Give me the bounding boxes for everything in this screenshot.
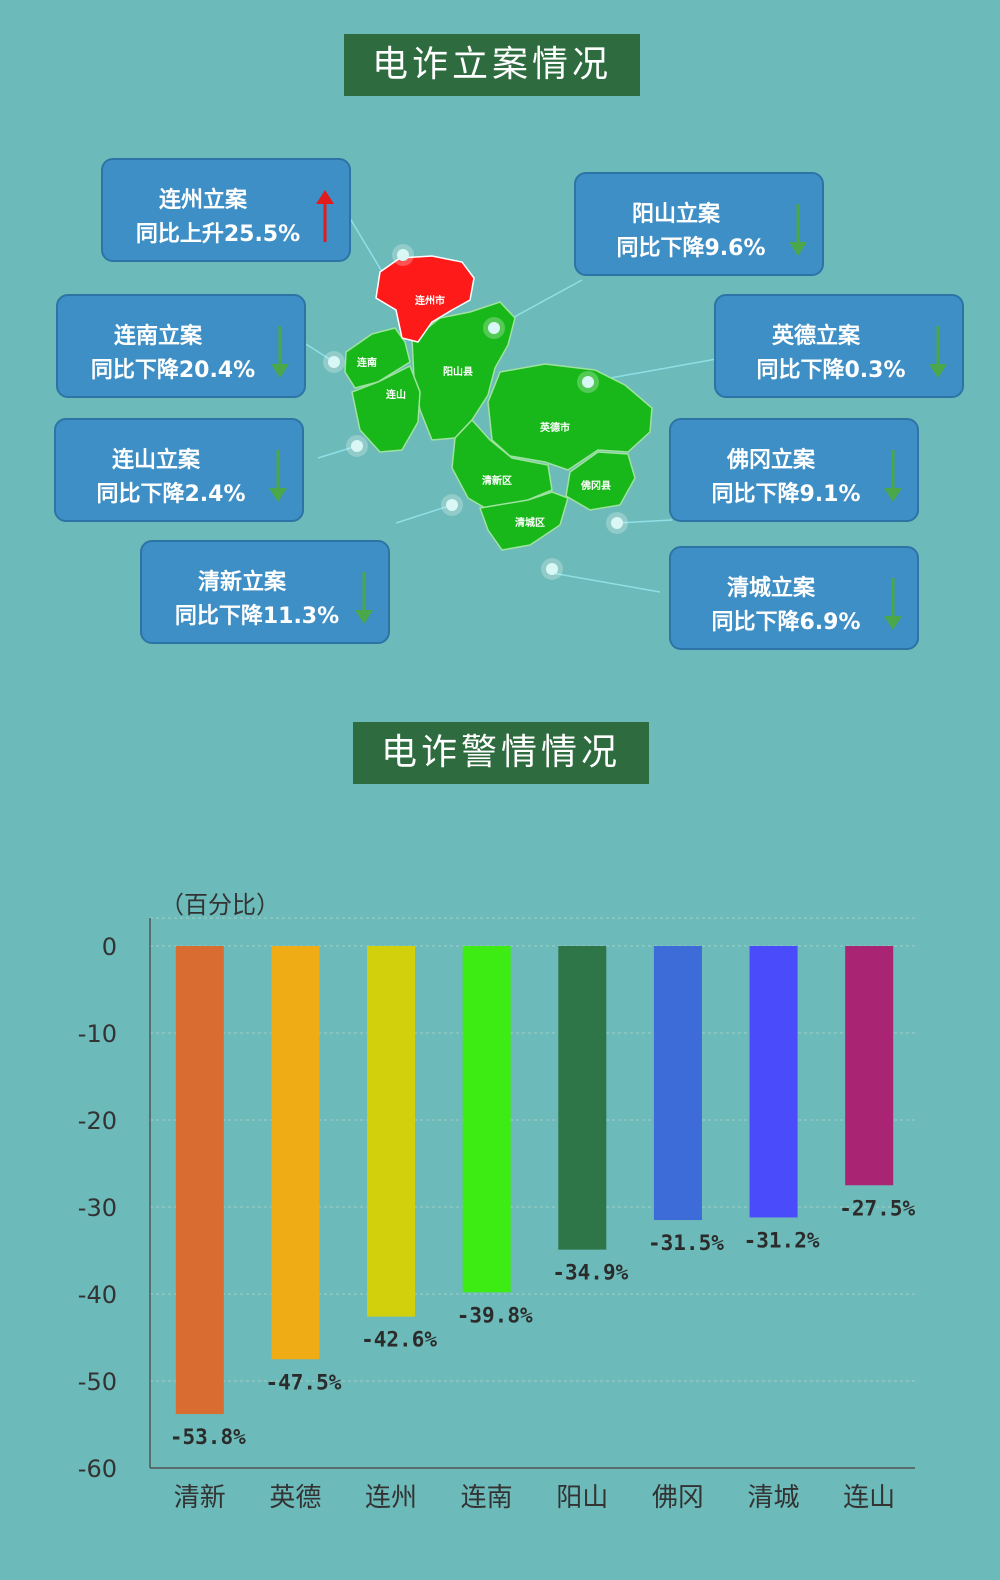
callout-title: 连山立案 [111,448,200,473]
callout-title: 连南立案 [113,324,202,349]
arrow-up-icon [316,190,334,242]
y-tick-label: -30 [78,1194,117,1222]
callout-change: 同比下降2.4% [96,482,246,507]
region-lianshan [351,364,421,453]
location-markers [323,244,628,580]
y-unit-label: （百分比） [160,891,280,919]
bar-2 [271,946,320,1360]
callout-lianshan: 连山立案 同比下降2.4% [54,418,304,522]
region-yangshan [411,301,516,441]
arrow-down-icon [269,450,287,502]
callout-title: 清城立案 [726,576,815,601]
district-labels: 连州市 连南 连山 阳山县 英德市 清新区 佛冈县 清城区 [357,294,611,529]
cases-title-banner: 电诈立案情况 [344,34,640,96]
x-tick-label: 连山 [843,1483,895,1513]
label-yingde: 英德市 [539,421,570,434]
callout-qingcheng: 清城立案 同比下降6.9% [669,546,919,650]
callout-change: 同比下降9.1% [711,482,861,507]
x-tick-label: 清新 [174,1483,226,1513]
label-yangshan: 阳山县 [443,365,473,378]
callout-change: 同比下降0.3% [756,358,906,383]
callout-change: 同比下降11.3% [174,604,340,629]
callout-qingxin: 清新立案 同比下降11.3% [140,540,390,644]
arrow-down-icon [355,572,373,624]
callout-title: 清新立案 [197,570,286,595]
bar-value-label: -31.2% [744,1228,820,1252]
bar-value-label: -39.8% [457,1303,533,1327]
bar-value-label: -34.9% [552,1261,628,1285]
label-lianshan: 连山 [386,388,406,401]
arrow-down-icon [884,450,902,502]
callout-title: 英德立案 [771,324,860,349]
region-qingcheng [478,491,569,551]
callout-yingde: 英德立案 同比下降0.3% [714,294,964,398]
callout-title: 佛冈立案 [726,448,815,473]
bar-5 [558,946,607,1250]
arrow-down-icon [884,578,902,630]
axes [149,918,915,1469]
callout-fogang: 佛冈立案 同比下降9.1% [669,418,919,522]
y-tick-label: -10 [78,1020,117,1048]
bars [175,946,894,1415]
callout-yangshan: 阳山立案 同比下降9.6% [574,172,824,276]
callout-change: 同比上升25.5% [135,222,301,247]
y-tick-label: -20 [78,1107,117,1135]
callout-title: 连州立案 [158,188,247,213]
alerts-title-banner: 电诈警情情况 [353,722,649,784]
marker-yangshan [483,317,505,339]
label-liannan: 连南 [357,356,377,369]
bar-value-label: -31.5% [648,1231,724,1255]
bar-value-label: -27.5% [839,1196,915,1220]
x-tick-label: 连州 [365,1483,417,1513]
bar-8 [845,946,894,1186]
x-tick-label: 连南 [461,1483,513,1513]
district-map: 连州市 连南 连山 阳山县 英德市 清新区 佛冈县 清城区 [261,209,723,593]
bar-1 [175,946,224,1415]
callout-change: 同比下降20.4% [90,358,256,383]
bar-value-label: -53.8% [170,1425,246,1449]
region-qingxin [451,418,553,513]
label-lianzhou: 连州市 [415,294,445,307]
y-tick-label: -40 [78,1281,117,1309]
x-tick-label: 清城 [748,1483,800,1513]
x-tick-label: 阳山 [556,1483,608,1513]
region-liannan [344,327,411,389]
label-fogang: 佛冈县 [580,479,611,492]
marker-lianshan [346,435,368,457]
bar-value-label: -47.5% [266,1370,342,1394]
region-yingde [487,363,653,471]
x-tick-label: 英德 [269,1483,321,1513]
marker-qingcheng [541,558,563,580]
marker-fogang [606,512,628,534]
y-tick-label: 0 [102,933,117,961]
callout-title: 阳山立案 [631,202,720,227]
callout-change: 同比下降9.6% [616,236,766,261]
label-qingcheng: 清城区 [515,516,545,529]
region-fogang [565,451,636,511]
arrow-down-icon [929,326,947,378]
bar-4 [462,946,511,1293]
bar-6 [653,946,702,1221]
y-tick-labels: 0 -10 -20 -30 -40 -50 -60 [78,933,117,1483]
y-tick-label: -50 [78,1368,117,1396]
marker-qingxin [441,494,463,516]
alerts-bar-chart: （百分比） 0 -10 -20 -30 -40 -50 -60 -53.8% -47.5% -4… [78,891,916,1513]
arrow-down-icon [789,204,807,256]
region-lianzhou [375,255,475,343]
bar-3 [367,946,416,1317]
marker-lianzhou [392,244,414,266]
arrow-down-icon [271,326,289,378]
x-tick-labels: 清新 英德 连州 连南 阳山 佛冈 清城 连山 [174,1483,895,1513]
marker-liannan [323,351,345,373]
callout-change: 同比下降6.9% [711,610,861,635]
value-labels: -53.8% -47.5% -42.6% -39.8% -34.9% -31.5% -31.… [170,1196,916,1449]
bar-7 [749,946,798,1218]
x-tick-label: 佛冈 [652,1483,704,1513]
bar-value-label: -42.6% [361,1328,437,1352]
callout-lianzhou: 连州立案 同比上升25.5% [101,158,351,262]
y-tick-label: -60 [78,1455,117,1483]
callout-liannan: 连南立案 同比下降20.4% [56,294,306,398]
label-qingxin: 清新区 [482,474,512,487]
marker-yingde [577,371,599,393]
